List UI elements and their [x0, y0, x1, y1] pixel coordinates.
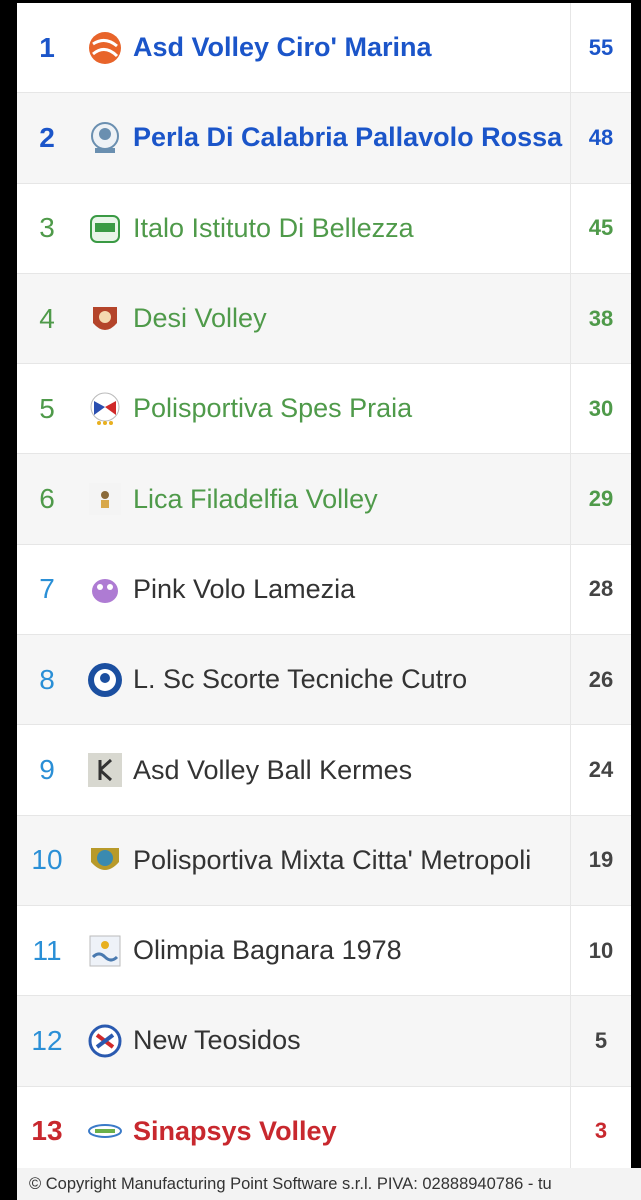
blue-round-badge-icon: [83, 658, 127, 702]
rank-number: 1: [39, 31, 55, 63]
team-name-link[interactable]: Sinapsys Volley: [133, 1115, 337, 1146]
team-points: 29: [570, 454, 631, 544]
standings-row[interactable]: 10 Polisportiva Mixta Citta' Metropoli 19: [17, 815, 631, 906]
rank-number: 2: [39, 121, 55, 153]
rank-number: 10: [31, 844, 63, 876]
team-points: 45: [570, 183, 631, 273]
standings-row[interactable]: 7 Pink Volo Lamezia 28: [17, 544, 631, 636]
team-name-link[interactable]: L. Sc Scorte Tecniche Cutro: [133, 664, 468, 695]
team-points: 19: [570, 815, 631, 905]
team-name-link[interactable]: Lica Filadelfia Volley: [133, 483, 378, 514]
volleyball-swirl-icon: [83, 26, 127, 70]
rank-number: 6: [39, 483, 55, 515]
flag-crest-icon: [83, 387, 127, 431]
team-points: 24: [570, 725, 631, 815]
wordmark-logo-icon: [83, 1109, 127, 1153]
standings-row[interactable]: 8 L. Sc Scorte Tecniche Cutro 26: [17, 635, 631, 726]
team-name-link[interactable]: Italo Istituto Di Bellezza: [133, 212, 414, 243]
gold-shield-icon: [83, 838, 127, 882]
rank-number: 4: [39, 302, 55, 334]
rank-number: 13: [31, 1115, 63, 1147]
crest-emblem-icon: [83, 116, 127, 160]
standings-row[interactable]: 1 Asd Volley Ciro' Marina 55: [17, 3, 631, 94]
rank-number: 8: [39, 663, 55, 695]
small-figure-icon: [83, 477, 127, 521]
team-name-link[interactable]: Desi Volley: [133, 303, 267, 334]
team-name-link[interactable]: Polisportiva Mixta Citta' Metropoli: [133, 844, 532, 875]
rank-number: 3: [39, 212, 55, 244]
rank-number: 9: [39, 754, 55, 786]
team-name-link[interactable]: Olimpia Bagnara 1978: [133, 935, 402, 966]
standings-row[interactable]: 13 Sinapsys Volley 3: [17, 1086, 631, 1177]
standings-row[interactable]: 12 New Teosidos 5: [17, 996, 631, 1087]
standings-table: 1 Asd Volley Ciro' Marina 55 2 Perla Di Cala…: [17, 3, 631, 1177]
team-points: 5: [570, 996, 631, 1086]
standings-row[interactable]: 5 Polisportiva Spes Praia 30: [17, 364, 631, 455]
team-points: 30: [570, 364, 631, 454]
team-points: 3: [570, 1086, 631, 1176]
team-name-link[interactable]: Asd Volley Ball Kermes: [133, 754, 413, 785]
team-points: 10: [570, 905, 631, 996]
rank-number: 7: [39, 573, 55, 605]
team-points: 38: [570, 273, 631, 364]
team-points: 26: [570, 635, 631, 725]
standings-row[interactable]: 2 Perla Di Calabria Pallavolo Rossa 48: [17, 93, 631, 184]
team-name-link[interactable]: Asd Volley Ciro' Marina: [133, 32, 432, 63]
team-points: 55: [570, 3, 631, 93]
team-name-link[interactable]: New Teosidos: [133, 1025, 301, 1056]
brown-shield-icon: [83, 297, 127, 341]
standings-row[interactable]: 3 Italo Istituto Di Bellezza 45: [17, 183, 631, 274]
seaside-badge-icon: [83, 929, 127, 973]
k-letter-badge-icon: [83, 748, 127, 792]
team-name-link[interactable]: Polisportiva Spes Praia: [133, 393, 413, 424]
standings-row[interactable]: 4 Desi Volley 38: [17, 273, 631, 365]
rank-number: 11: [32, 934, 62, 966]
standings-row[interactable]: 11 Olimpia Bagnara 1978 10: [17, 905, 631, 997]
team-name-link[interactable]: Perla Di Calabria Pallavolo Rossa: [133, 122, 563, 153]
standings-row[interactable]: 6 Lica Filadelfia Volley 29: [17, 454, 631, 545]
team-points: 48: [570, 93, 631, 183]
team-name-link[interactable]: Pink Volo Lamezia: [133, 573, 356, 604]
blue-red-crest-icon: [83, 1019, 127, 1063]
rank-number: 12: [31, 1024, 63, 1056]
purple-mascot-icon: [83, 567, 127, 611]
standings-row[interactable]: 9 Asd Volley Ball Kermes 24: [17, 725, 631, 816]
copyright-footer: © Copyright Manufacturing Point Software…: [17, 1168, 641, 1200]
green-team-badge-icon: [83, 206, 127, 250]
team-points: 28: [570, 544, 631, 635]
rank-number: 5: [39, 392, 55, 424]
